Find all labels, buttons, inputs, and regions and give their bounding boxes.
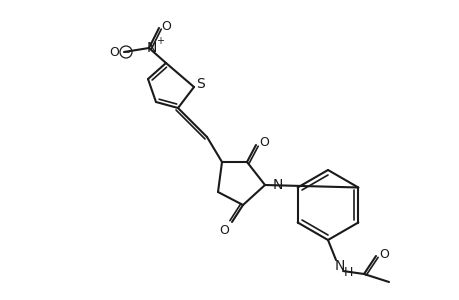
Text: +: + [156, 36, 164, 46]
Text: H: H [342, 266, 352, 280]
Text: O: O [258, 136, 269, 149]
Text: −: − [122, 47, 129, 56]
Text: S: S [196, 77, 205, 91]
Text: N: N [272, 178, 283, 192]
Text: O: O [378, 248, 388, 260]
Text: O: O [161, 20, 171, 34]
Text: O: O [218, 224, 229, 236]
Text: N: N [334, 259, 344, 273]
Text: N: N [146, 41, 157, 55]
Text: O: O [109, 46, 119, 59]
